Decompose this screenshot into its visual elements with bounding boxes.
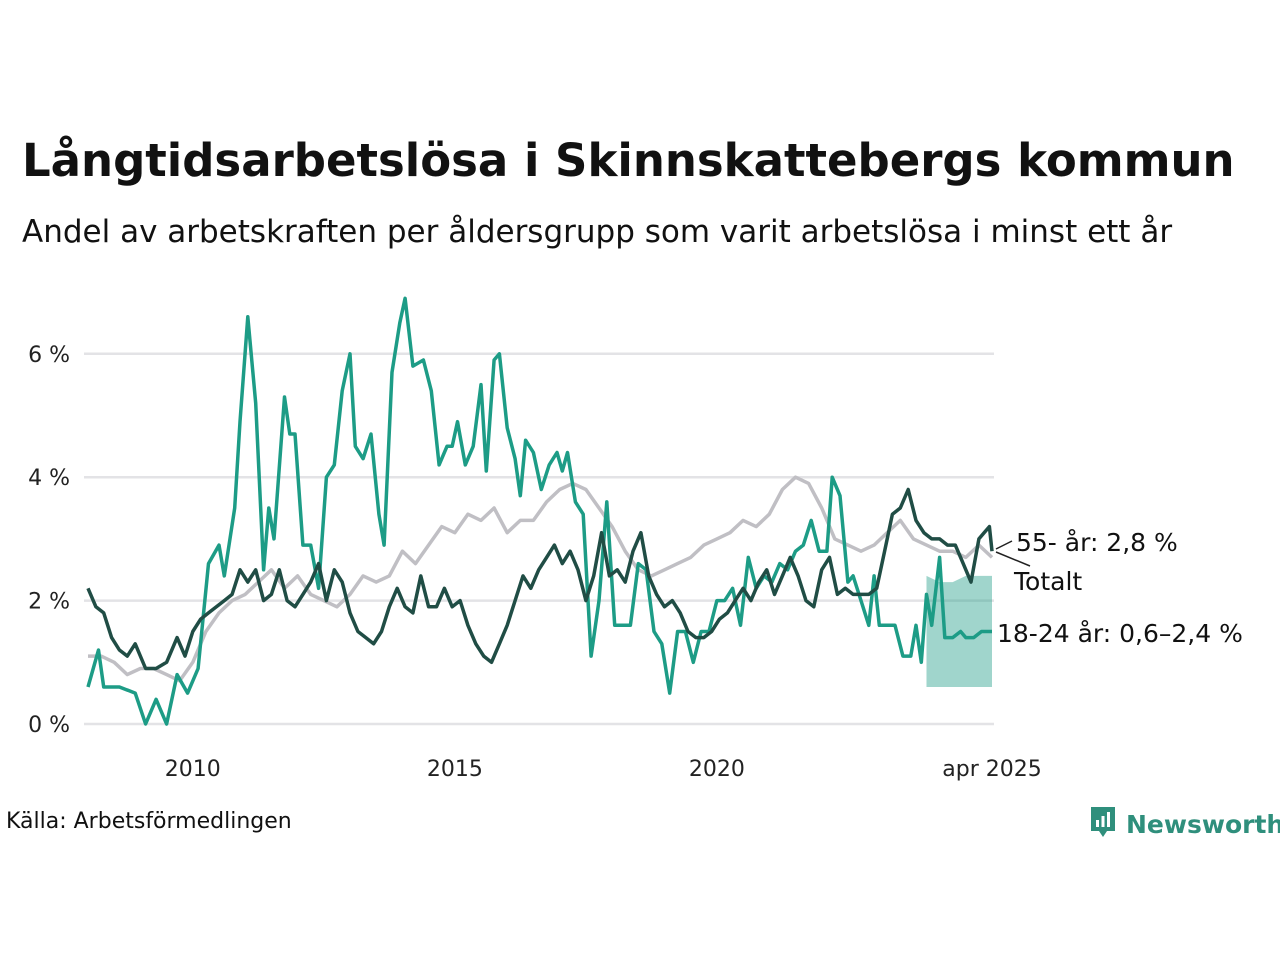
tick-labels-layer: 0 % 2 % 4 % 6 % 2010 2015 2020 apr 2025 xyxy=(28,343,1042,782)
source-note: Källa: Arbetsförmedlingen xyxy=(6,809,292,834)
x-tick-label: 2010 xyxy=(165,757,221,782)
brand-name: Newsworthy xyxy=(1126,809,1280,839)
series-line-55 xyxy=(86,487,994,671)
grid-lines xyxy=(84,352,994,726)
end-labels-layer: 55- år: 2,8 % Totalt 18-24 år: 0,6–2,4 % xyxy=(995,528,1243,648)
chart-title: Långtidsarbetslösa i Skinnskattebergs ko… xyxy=(22,134,1235,187)
x-tick-label: apr 2025 xyxy=(942,757,1041,782)
newsworthy-logo-icon xyxy=(1088,804,1118,844)
y-tick-label: 0 % xyxy=(28,713,70,738)
y-tick-label: 6 % xyxy=(28,343,70,368)
end-label-55: 55- år: 2,8 % xyxy=(1016,528,1178,557)
end-label-18-24: 18-24 år: 0,6–2,4 % xyxy=(997,619,1243,648)
end-label-connector xyxy=(995,540,1013,550)
brand-logo[interactable]: Newsworthy xyxy=(1088,804,1280,844)
y-tick-label: 2 % xyxy=(28,590,70,615)
y-tick-label: 4 % xyxy=(28,466,70,491)
chart-subtitle: Andel av arbetskraften per åldersgrupp s… xyxy=(22,214,1173,250)
series-line-18-24 xyxy=(86,296,992,726)
x-tick-label: 2020 xyxy=(689,757,745,782)
series-lines-layer xyxy=(86,296,994,726)
x-tick-label: 2015 xyxy=(427,757,483,782)
end-label-connector xyxy=(995,551,1031,567)
end-label-total: Totalt xyxy=(1013,567,1082,596)
series-line-total xyxy=(88,475,994,683)
